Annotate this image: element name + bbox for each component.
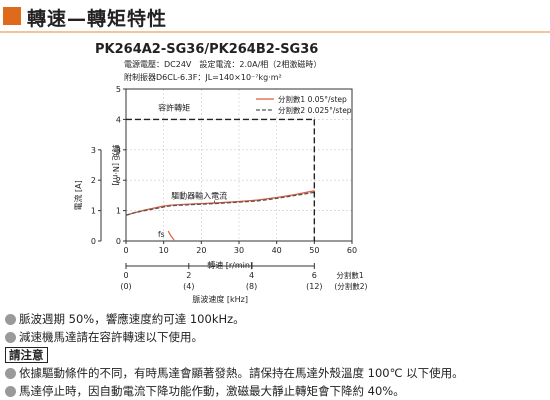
caution-item: 馬達停止時，因自動電流下降功能作動，激磁最大靜止轉矩會下降約 40%。 — [5, 382, 550, 400]
caution-label: 請注意 — [5, 347, 48, 363]
current-tick-label: 0 — [91, 237, 96, 246]
legend-label: 分割數2 0.025°/step — [278, 105, 352, 115]
caution-text: 馬達停止時，因自動電流下降功能作動，激磁最大靜止轉矩會下降約 40%。 — [19, 384, 405, 398]
fs-label: fs — [158, 230, 165, 239]
secondary-tick-label-alt: (4) — [183, 282, 194, 291]
secondary-axis: 0 (0) 2 (4) 4 (8) 6 (12) 分割數1(分割數2) 脈波速度 [kHz] — [120, 263, 368, 304]
secondary-tick-label-alt: (12) — [306, 282, 322, 291]
note-text: 脈波週期 50%，響應速度約可達 100kHz。 — [19, 312, 245, 326]
notes-block: 脈波週期 50%，響應速度約可達 100kHz。 減速機馬達請在容許轉速以下使用… — [5, 310, 550, 400]
current-annotation: 驅動器輸入電流 — [171, 190, 227, 200]
secondary-tick-label-alt: (8) — [246, 282, 257, 291]
secondary-tick-label: 2 — [186, 271, 191, 280]
current-tick-label: 2 — [91, 176, 96, 185]
y-tick-label: 3 — [116, 146, 121, 155]
x-tick-label: 30 — [234, 246, 244, 255]
x-tick-label: 50 — [309, 246, 319, 255]
section-header: 轉速—轉矩特性 — [0, 0, 550, 34]
current-tick-label: 3 — [91, 146, 96, 155]
note-item: 減速機馬達請在容許轉速以下使用。 — [5, 328, 550, 346]
allowable-torque-label: 容許轉矩 — [158, 102, 190, 112]
caution-row: 請注意 — [5, 346, 550, 364]
x-tick-label: 60 — [347, 246, 357, 255]
chart-condition-2: 附制振器D6CL-6.3F：JL=140×10⁻⁷kg·m² — [124, 72, 282, 82]
series-lines — [125, 190, 315, 216]
chart-condition-1: 電源電壓：DC24V 設定電流：2.0A/相（2相激磁時） — [124, 59, 321, 69]
secondary-tick-label: 0 — [123, 271, 128, 280]
note-item: 脈波週期 50%，響應速度約可達 100kHz。 — [5, 310, 550, 328]
y-tick-label: 2 — [116, 176, 121, 185]
bullet-icon — [5, 367, 16, 379]
series-line-2 — [125, 191, 315, 216]
caution-text: 依據驅動條件的不同，有時馬達會顯著發熱。請保持在馬達外殼溫度 100℃ 以下使用… — [19, 366, 464, 380]
secondary-axis-label: 脈波速度 [kHz] — [192, 294, 248, 304]
current-axis-label: 電流 [A] — [73, 180, 83, 210]
bullet-icon — [5, 385, 16, 397]
y-tick-label: 5 — [116, 85, 121, 94]
y-tick-label: 1 — [116, 207, 121, 216]
x-tick-label: 40 — [272, 246, 282, 255]
y-axis-label: 轉矩 [N·m] — [111, 144, 121, 185]
secondary-legend-bottom: (分割數2) — [334, 281, 367, 291]
x-axis-label: 轉速 [r/min] — [207, 260, 253, 270]
header-square-icon — [3, 7, 21, 25]
secondary-tick-label: 4 — [249, 271, 254, 280]
bullet-icon — [5, 313, 16, 325]
header-rule — [0, 31, 550, 33]
fs-marker — [167, 230, 175, 241]
x-tick-label: 10 — [159, 246, 169, 255]
secondary-tick-label: 6 — [312, 271, 317, 280]
x-tick-label: 20 — [196, 246, 206, 255]
note-text: 減速機馬達請在容許轉速以下使用。 — [19, 330, 203, 344]
chart-title: PK264A2-SG36/PK264B2-SG36 — [95, 42, 318, 57]
section-title: 轉速—轉矩特性 — [27, 8, 168, 30]
y-tick-label: 4 — [116, 115, 121, 124]
legend-label: 分割數1 0.05°/step — [278, 94, 347, 104]
legend-box — [251, 90, 351, 116]
x-tick-label: 0 — [123, 246, 128, 255]
bullet-icon — [5, 331, 16, 343]
secondary-legend-top: 分割數1 — [336, 270, 363, 280]
torque-speed-chart: PK264A2-SG36/PK264B2-SG36 電源電壓：DC24V 設定電… — [73, 42, 368, 304]
y-tick-label: 0 — [116, 237, 121, 246]
secondary-tick-label-alt: (0) — [120, 282, 131, 291]
current-tick-label: 1 — [91, 207, 96, 216]
caution-item: 依據驅動條件的不同，有時馬達會顯著發熱。請保持在馬達外殼溫度 100℃ 以下使用… — [5, 364, 550, 382]
